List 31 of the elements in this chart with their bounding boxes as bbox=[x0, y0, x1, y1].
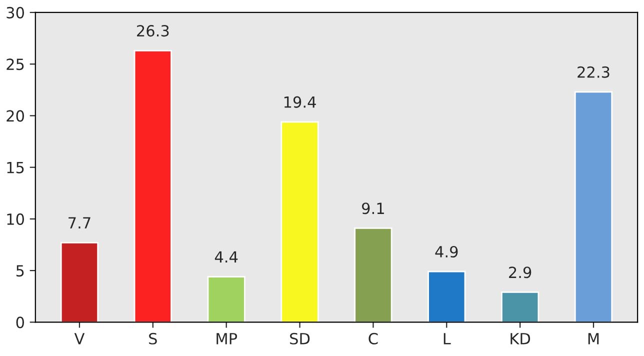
x-tick-label: S bbox=[149, 332, 157, 344]
x-tick-label: V bbox=[74, 333, 85, 344]
data-label: 2.9 bbox=[509, 266, 532, 278]
bar bbox=[60, 242, 99, 322]
x-tick-label: C bbox=[368, 332, 378, 344]
x-tick-label: SD bbox=[290, 332, 310, 344]
x-tick-label: KD bbox=[510, 333, 530, 344]
bar bbox=[501, 292, 540, 322]
bar bbox=[280, 121, 319, 322]
y-tick-label: 0 bbox=[16, 316, 24, 328]
y-tick-label: 25 bbox=[6, 58, 24, 70]
y-tick-label: 10 bbox=[7, 213, 24, 225]
bar bbox=[428, 270, 466, 322]
data-label: 22.3 bbox=[578, 66, 610, 78]
data-label: 7.7 bbox=[68, 217, 90, 228]
y-tick-label: 30 bbox=[6, 6, 24, 18]
data-label: 19.4 bbox=[284, 96, 316, 108]
y-tick-label: 5 bbox=[16, 265, 24, 277]
y-tick-label: 20 bbox=[6, 110, 24, 122]
bar bbox=[134, 50, 172, 322]
x-tick-label: MP bbox=[216, 333, 238, 344]
x-tick-label: L bbox=[444, 333, 451, 344]
data-label: 4.4 bbox=[214, 251, 238, 262]
bar bbox=[354, 228, 392, 322]
data-label: 26.3 bbox=[137, 25, 169, 37]
data-label: 9.1 bbox=[362, 202, 384, 214]
bar bbox=[574, 91, 613, 322]
y-tick-label: 15 bbox=[7, 162, 24, 174]
data-label: 4.9 bbox=[435, 246, 458, 258]
x-tick-label: M bbox=[588, 333, 599, 344]
bar bbox=[207, 276, 246, 322]
